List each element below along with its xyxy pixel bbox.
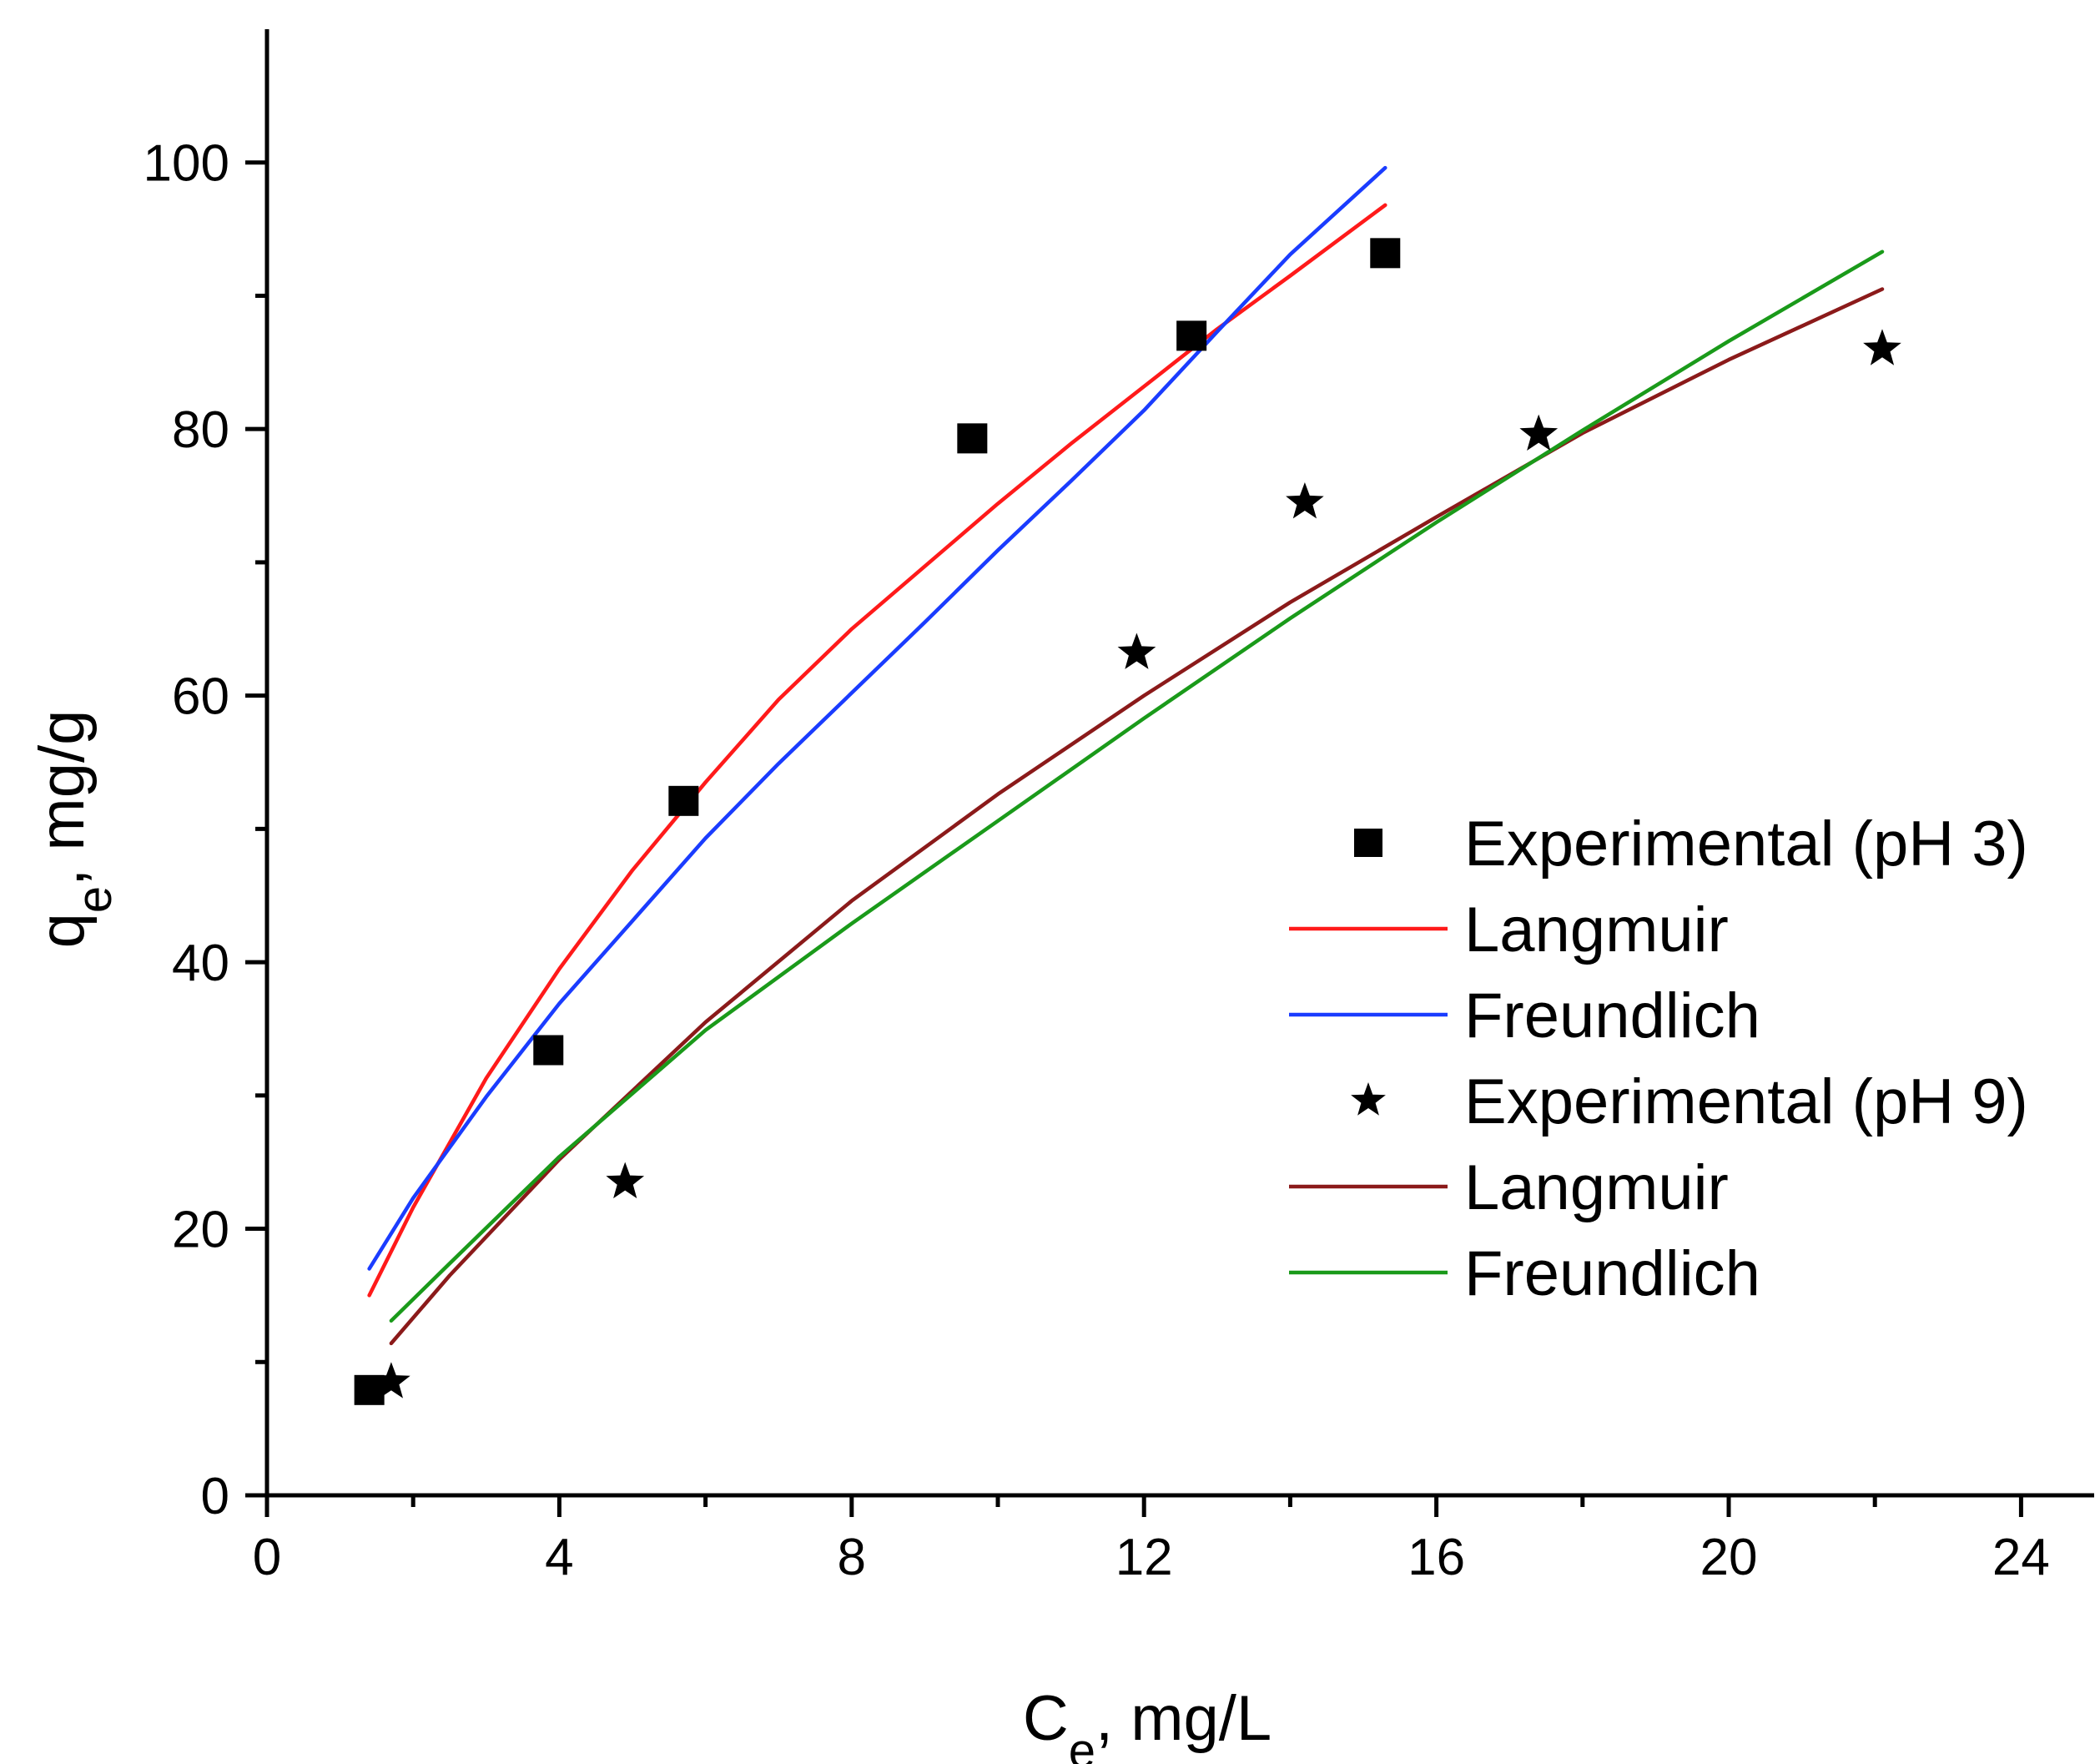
- y-axis-title-main: q: [27, 913, 98, 948]
- data-point-star: [1519, 414, 1559, 451]
- y-tick-label: 0: [201, 1468, 229, 1525]
- axes: [264, 29, 2094, 1498]
- x-axis-title-rest: , mg/L: [1095, 1683, 1272, 1754]
- x-axis-title-main: C: [1023, 1683, 1069, 1754]
- legend-marker-square: [1354, 829, 1382, 857]
- legend-label: Experimental (pH 3): [1464, 809, 2028, 879]
- data-point-square: [1370, 238, 1401, 269]
- series-line-langmuir: [367, 203, 1387, 1298]
- legend-marker-star: [1351, 1082, 1386, 1116]
- data-point-square: [668, 785, 699, 816]
- y-tick-label: 60: [172, 668, 229, 726]
- series-line-langmuir: [389, 287, 1885, 1346]
- data-point-star: [1286, 482, 1324, 519]
- x-tick-label: 24: [1992, 1529, 2050, 1586]
- y-axis-title-rest: , mg/g: [27, 710, 98, 886]
- legend: Experimental (pH 3) Langmuir Freundlich Exp…: [1289, 809, 2028, 1309]
- legend-label: Experimental (pH 9): [1464, 1066, 2028, 1137]
- x-tick-label: 16: [1408, 1529, 1465, 1586]
- x-tick-label: 0: [253, 1529, 281, 1586]
- series-layer: [354, 165, 1901, 1405]
- y-tick-label: 20: [172, 1202, 229, 1259]
- y-tick-label: 40: [172, 935, 229, 992]
- data-point-star: [606, 1162, 645, 1199]
- series-line-freundlich: [389, 249, 1885, 1323]
- data-point-square: [533, 1035, 564, 1066]
- x-axis-ticks: 0 4 8 12 16 20 24: [253, 1495, 2050, 1586]
- y-axis-ticks: 0 20 40 60 80 100: [144, 135, 267, 1525]
- legend-label: Freundlich: [1464, 1238, 1760, 1309]
- series-line-freundlich: [367, 165, 1387, 1271]
- y-axis-title: qe, mg/g: [27, 710, 122, 949]
- x-tick-label: 4: [545, 1529, 573, 1586]
- x-tick-label: 12: [1115, 1529, 1173, 1586]
- x-tick-label: 8: [838, 1529, 866, 1586]
- data-point-star: [1863, 329, 1901, 365]
- y-tick-label: 80: [172, 401, 229, 459]
- x-axis-title: Ce, mg/L: [1023, 1683, 1272, 1764]
- data-point-square: [1176, 320, 1207, 351]
- x-tick-label: 20: [1700, 1529, 1758, 1586]
- x-axis-title-subscript: e: [1069, 1724, 1095, 1764]
- data-point-square: [957, 423, 988, 454]
- y-tick-label: 100: [144, 135, 229, 193]
- data-point-star: [372, 1362, 410, 1399]
- y-axis-title-subscript: e: [68, 886, 122, 913]
- data-point-star: [1117, 633, 1156, 669]
- legend-label: Langmuir: [1464, 895, 1729, 965]
- legend-label: Freundlich: [1464, 980, 1760, 1051]
- legend-label: Langmuir: [1464, 1152, 1729, 1223]
